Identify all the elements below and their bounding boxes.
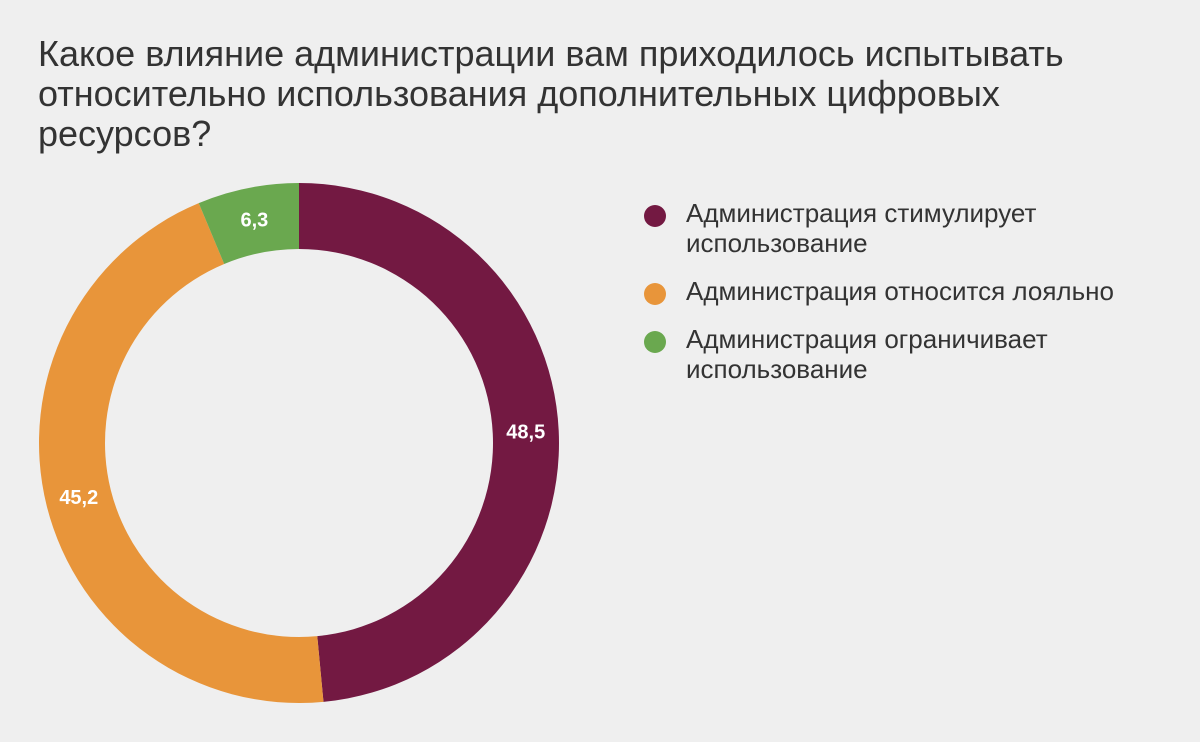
legend-swatch-loyal <box>644 283 666 305</box>
data-label-restricts: 6,3 <box>240 209 268 231</box>
legend: Администрация стимулирует использование … <box>644 198 1184 402</box>
donut-slice-restricts <box>198 183 299 265</box>
legend-label-stimulates: Администрация стимулирует использование <box>686 198 1037 258</box>
data-label-stimulates: 48,5 <box>506 421 545 443</box>
legend-label-loyal: Администрация относится лояльно <box>686 276 1114 306</box>
data-label-loyal: 45,2 <box>59 487 98 509</box>
legend-swatch-restricts <box>644 331 666 353</box>
legend-item-loyal: Администрация относится лояльно <box>644 276 1184 306</box>
legend-swatch-stimulates <box>644 205 666 227</box>
donut-slice-stimulates <box>299 183 560 702</box>
legend-item-restricts: Администрация ограничивает использование <box>644 324 1184 384</box>
donut-slice-loyal <box>38 203 324 703</box>
legend-label-restricts: Администрация ограничивает использование <box>686 324 1048 384</box>
donut-chart: 48,5 45,2 6,3 <box>38 183 560 703</box>
legend-item-stimulates: Администрация стимулирует использование <box>644 198 1184 258</box>
chart-title: Какое влияние администрации вам приходил… <box>38 33 1064 154</box>
